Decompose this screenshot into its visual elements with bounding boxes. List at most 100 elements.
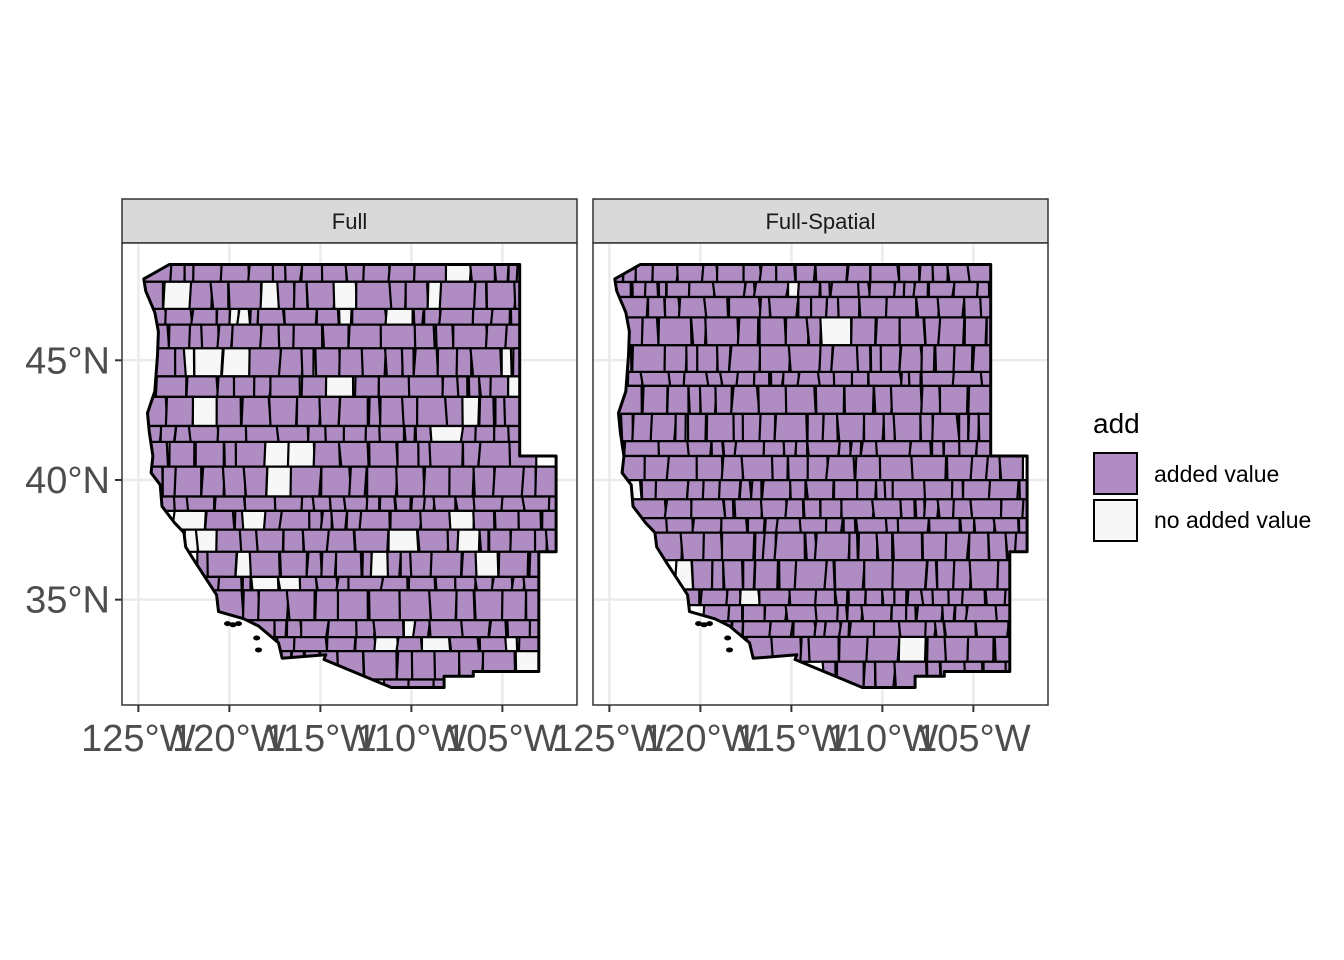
county-added-value [959,517,976,534]
county-added-value [631,344,668,374]
county-added-value [619,412,635,443]
county-no-added-value [387,528,420,553]
county-added-value [910,454,948,482]
county-added-value [489,307,512,326]
county-added-value [355,619,377,639]
county-added-value [952,344,974,374]
county-added-value [884,295,918,319]
island-mark [229,622,237,628]
county-added-value [773,531,807,562]
county-added-value [493,509,520,531]
county-added-value [733,440,767,458]
county-added-value [242,465,269,498]
county-added-value [741,620,772,639]
county-added-value [784,498,805,520]
county-added-value [892,412,922,443]
county-added-value [298,575,319,592]
county-added-value [987,479,1020,501]
county-added-value [474,424,496,444]
county-added-value [945,454,974,482]
county-added-value [472,495,505,512]
county-added-value [878,454,915,482]
county-added-value [879,344,902,374]
county-added-value [167,323,193,350]
county-added-value [819,498,844,520]
county-added-value [984,588,1008,607]
county-added-value [942,440,962,458]
county-added-value [353,375,381,398]
county-added-value [729,384,761,415]
county-added-value [472,465,496,498]
county-added-value [920,384,942,415]
county-added-value [969,498,1003,520]
county-added-value [500,495,526,512]
county-added-value [232,375,257,398]
county-added-value [912,280,930,299]
county-added-value [836,604,849,623]
county-added-value [759,498,789,520]
county-added-value [999,498,1026,520]
county-added-value [407,575,437,592]
county-added-value [221,465,247,498]
county-added-value [273,619,288,639]
county-added-value [727,604,744,623]
county-added-value [674,412,687,443]
county-added-value [351,307,389,326]
county-added-value [268,395,299,428]
county-added-value [410,650,438,681]
county-added-value [741,604,766,623]
county-added-value [952,559,973,591]
legend-key-no-added-value [1093,499,1138,542]
county-added-value [408,550,434,578]
county-added-value [921,531,949,562]
county-added-value [847,588,867,607]
county-added-value [315,307,340,326]
county-added-value [836,295,861,319]
county-added-value [244,424,281,444]
county-added-value [455,347,473,378]
county-added-value [874,316,901,347]
county-added-value [319,509,333,531]
county-added-value [704,316,740,347]
county-added-value [710,440,725,458]
county-added-value [318,395,342,428]
y-axis: 45°N 40°N 35°N [25,340,122,622]
county-added-value [758,264,779,284]
county-added-value [665,280,693,299]
county-added-value [227,280,263,311]
county-added-value [936,498,956,520]
county-added-value [295,395,323,428]
county-added-value [509,528,538,553]
county-added-value [643,280,660,299]
county-added-value [411,619,432,639]
county-added-value [760,479,792,501]
county-added-value [651,264,681,284]
county-added-value [702,295,730,319]
county-added-value [856,479,878,501]
county-added-value [403,424,417,444]
county-added-value [686,412,708,443]
county-added-value [335,575,350,592]
county-added-value [367,395,382,428]
county-added-value [666,384,690,415]
x-tick-label: 125°W [552,718,667,760]
county-added-value [639,370,672,387]
county-added-value [398,589,432,622]
county-added-value [816,370,836,387]
county-added-value [802,498,822,520]
county-no-added-value [384,307,414,326]
county-added-value [784,316,811,347]
county-no-added-value [504,636,519,653]
county-added-value [682,370,710,387]
county-added-value [722,498,735,520]
county-added-value [282,307,318,326]
county-added-value [663,344,689,374]
county-added-value [727,344,762,374]
county-added-value [891,559,929,591]
county-added-value [837,440,852,458]
legend-key-added-value [1093,452,1138,495]
x-tick-label: 115°W [265,718,377,760]
island-mark [705,621,713,627]
county-added-value [248,347,282,378]
